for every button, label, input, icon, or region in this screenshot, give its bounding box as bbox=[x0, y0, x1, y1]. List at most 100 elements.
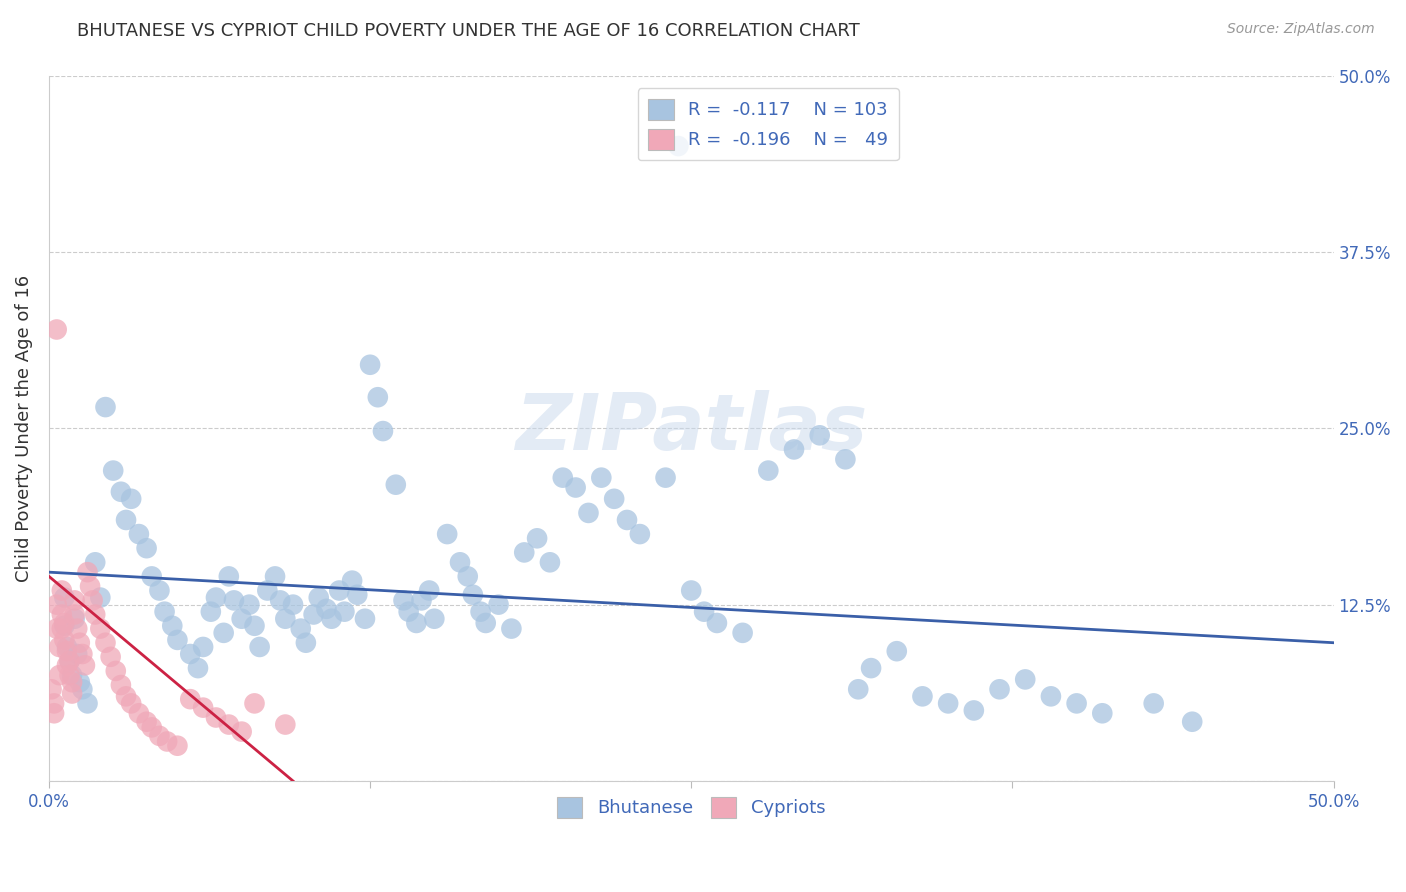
Text: BHUTANESE VS CYPRIOT CHILD POVERTY UNDER THE AGE OF 16 CORRELATION CHART: BHUTANESE VS CYPRIOT CHILD POVERTY UNDER… bbox=[77, 22, 860, 40]
Point bbox=[681, 583, 703, 598]
Point bbox=[295, 636, 318, 650]
Point bbox=[135, 541, 157, 556]
Point bbox=[63, 593, 86, 607]
Point bbox=[706, 615, 728, 630]
Point bbox=[274, 717, 297, 731]
Point bbox=[84, 607, 107, 622]
Point bbox=[281, 598, 304, 612]
Point bbox=[551, 470, 574, 484]
Point bbox=[84, 555, 107, 569]
Point bbox=[179, 692, 201, 706]
Point bbox=[834, 452, 856, 467]
Point bbox=[153, 605, 176, 619]
Point bbox=[1091, 706, 1114, 721]
Point bbox=[274, 612, 297, 626]
Point bbox=[398, 605, 420, 619]
Point bbox=[63, 607, 86, 622]
Point bbox=[1143, 697, 1166, 711]
Point bbox=[45, 322, 67, 336]
Point bbox=[988, 682, 1011, 697]
Point bbox=[72, 682, 94, 697]
Point bbox=[58, 668, 80, 682]
Point bbox=[69, 675, 91, 690]
Point bbox=[513, 545, 536, 559]
Point bbox=[53, 615, 76, 630]
Point bbox=[936, 697, 959, 711]
Point bbox=[191, 640, 214, 654]
Point bbox=[45, 622, 67, 636]
Point bbox=[72, 647, 94, 661]
Point bbox=[367, 390, 389, 404]
Point bbox=[53, 632, 76, 647]
Point bbox=[654, 470, 676, 484]
Point bbox=[668, 139, 690, 153]
Point bbox=[200, 605, 222, 619]
Point bbox=[51, 622, 73, 636]
Point bbox=[340, 574, 363, 588]
Point bbox=[187, 661, 209, 675]
Point bbox=[963, 703, 986, 717]
Point bbox=[911, 690, 934, 704]
Point bbox=[51, 583, 73, 598]
Point bbox=[120, 697, 142, 711]
Point bbox=[249, 640, 271, 654]
Point bbox=[321, 612, 343, 626]
Point bbox=[290, 622, 312, 636]
Point bbox=[53, 619, 76, 633]
Point bbox=[166, 739, 188, 753]
Point bbox=[886, 644, 908, 658]
Point bbox=[1066, 697, 1088, 711]
Point bbox=[41, 682, 63, 697]
Point bbox=[231, 724, 253, 739]
Point bbox=[693, 605, 716, 619]
Point bbox=[474, 615, 496, 630]
Point bbox=[56, 658, 79, 673]
Point bbox=[179, 647, 201, 661]
Text: ZIPatlas: ZIPatlas bbox=[515, 391, 868, 467]
Point bbox=[731, 625, 754, 640]
Point bbox=[69, 636, 91, 650]
Point bbox=[449, 555, 471, 569]
Point bbox=[104, 664, 127, 678]
Text: Source: ZipAtlas.com: Source: ZipAtlas.com bbox=[1227, 22, 1375, 37]
Point bbox=[346, 588, 368, 602]
Point bbox=[308, 591, 330, 605]
Point bbox=[359, 358, 381, 372]
Point bbox=[63, 612, 86, 626]
Point bbox=[191, 700, 214, 714]
Point bbox=[73, 658, 96, 673]
Point bbox=[1181, 714, 1204, 729]
Point bbox=[231, 612, 253, 626]
Point bbox=[56, 640, 79, 654]
Point bbox=[162, 619, 184, 633]
Point bbox=[115, 513, 138, 527]
Point bbox=[1039, 690, 1062, 704]
Point bbox=[48, 668, 70, 682]
Point bbox=[115, 690, 138, 704]
Point bbox=[66, 622, 89, 636]
Point bbox=[538, 555, 561, 569]
Point bbox=[264, 569, 287, 583]
Point bbox=[128, 527, 150, 541]
Point bbox=[60, 675, 83, 690]
Point bbox=[470, 605, 492, 619]
Point bbox=[141, 569, 163, 583]
Point bbox=[66, 647, 89, 661]
Point bbox=[243, 619, 266, 633]
Point bbox=[315, 602, 337, 616]
Y-axis label: Child Poverty Under the Age of 16: Child Poverty Under the Age of 16 bbox=[15, 275, 32, 582]
Point bbox=[45, 598, 67, 612]
Point bbox=[526, 531, 548, 545]
Point bbox=[354, 612, 377, 626]
Point bbox=[302, 607, 325, 622]
Point bbox=[110, 678, 132, 692]
Point bbox=[616, 513, 638, 527]
Point bbox=[501, 622, 523, 636]
Point bbox=[457, 569, 479, 583]
Point bbox=[418, 583, 440, 598]
Point bbox=[156, 734, 179, 748]
Point bbox=[756, 464, 779, 478]
Point bbox=[76, 697, 98, 711]
Point bbox=[328, 583, 350, 598]
Point bbox=[1014, 673, 1036, 687]
